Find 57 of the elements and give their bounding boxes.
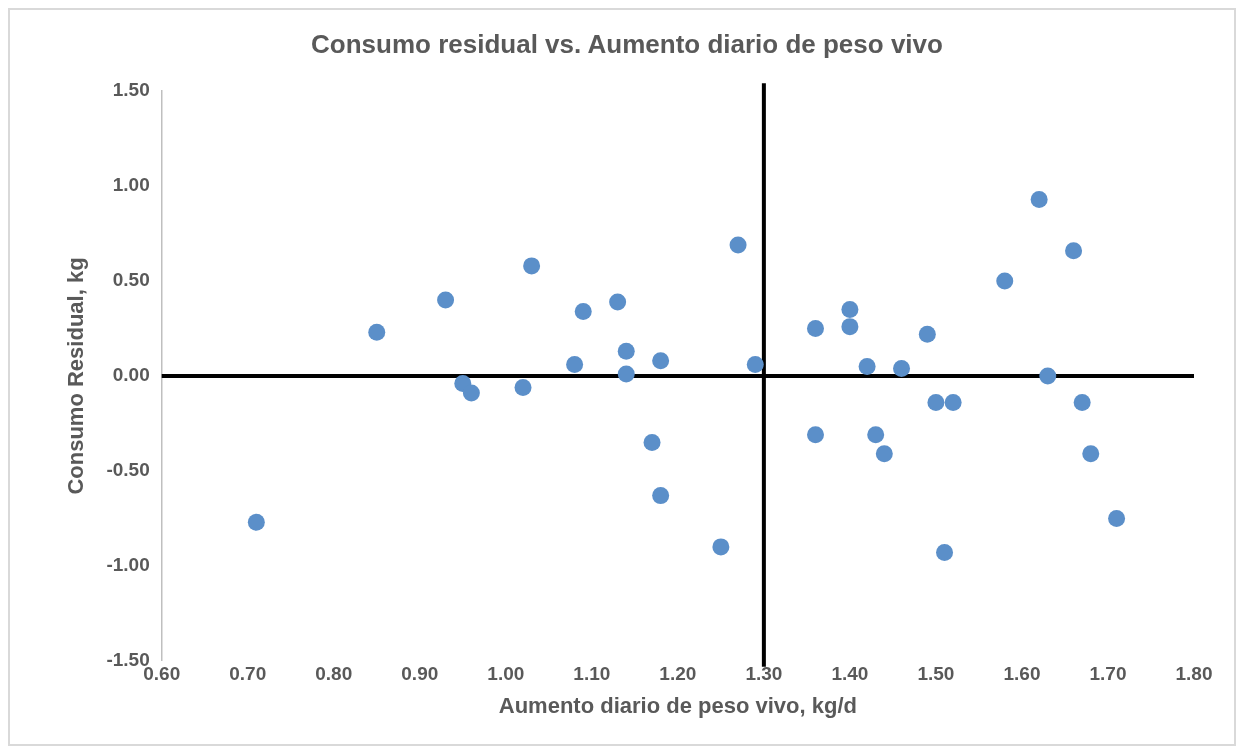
point: [437, 291, 455, 309]
point: [643, 433, 661, 451]
point: [746, 356, 764, 374]
point: [617, 342, 635, 360]
y-tick-label: 0.50: [112, 269, 150, 291]
point: [609, 293, 627, 311]
point: [806, 320, 824, 338]
x-tick-label: 0.90: [401, 663, 439, 685]
x-tick-label: 1.10: [573, 663, 611, 685]
point: [566, 356, 584, 374]
point: [368, 323, 386, 341]
point: [729, 236, 747, 254]
point: [927, 394, 945, 412]
x-tick-label: 1.50: [917, 663, 955, 685]
point: [806, 426, 824, 444]
point: [893, 359, 911, 377]
x-tick-label: 1.70: [1089, 663, 1127, 685]
point: [514, 378, 532, 396]
point: [462, 384, 480, 402]
x-tick-label: 1.80: [1175, 663, 1213, 685]
point: [1108, 509, 1126, 527]
point: [617, 365, 635, 383]
y-tick-label: -0.50: [106, 459, 150, 481]
y-tick-label: -1.00: [106, 554, 150, 576]
y-axis-title: Consumo Residual, kg: [63, 257, 89, 495]
point: [1082, 445, 1100, 463]
y-tick-label: 1.50: [112, 79, 150, 101]
x-tick-label: 0.70: [229, 663, 267, 685]
x-tick-label: 1.30: [745, 663, 783, 685]
point: [918, 325, 936, 343]
point: [841, 318, 859, 336]
x-tick-label: 1.00: [487, 663, 525, 685]
point: [523, 257, 541, 275]
x-tick-label: 1.40: [831, 663, 869, 685]
x-tick-label: 0.80: [315, 663, 353, 685]
point: [996, 272, 1014, 290]
x-tick-label: 1.20: [659, 663, 697, 685]
point: [858, 358, 876, 376]
point: [867, 426, 885, 444]
point: [1039, 367, 1057, 385]
point: [652, 487, 670, 505]
point: [875, 445, 893, 463]
point: [944, 394, 962, 412]
point: [574, 302, 592, 320]
point: [247, 513, 265, 531]
x-tick-label: 1.60: [1003, 663, 1041, 685]
point: [652, 352, 670, 370]
y-tick-label: 1.00: [112, 174, 150, 196]
point: [1065, 242, 1083, 260]
point: [1030, 190, 1048, 208]
chart-title: Consumo residual vs. Aumento diario de peso vivo: [311, 28, 943, 59]
point: [936, 544, 954, 562]
x-axis-title: Aumento diario de peso vivo, kg/d: [498, 692, 857, 718]
y-tick-label: 0.00: [112, 364, 150, 386]
point: [1073, 394, 1091, 412]
point: [712, 538, 730, 556]
point: [841, 301, 859, 319]
